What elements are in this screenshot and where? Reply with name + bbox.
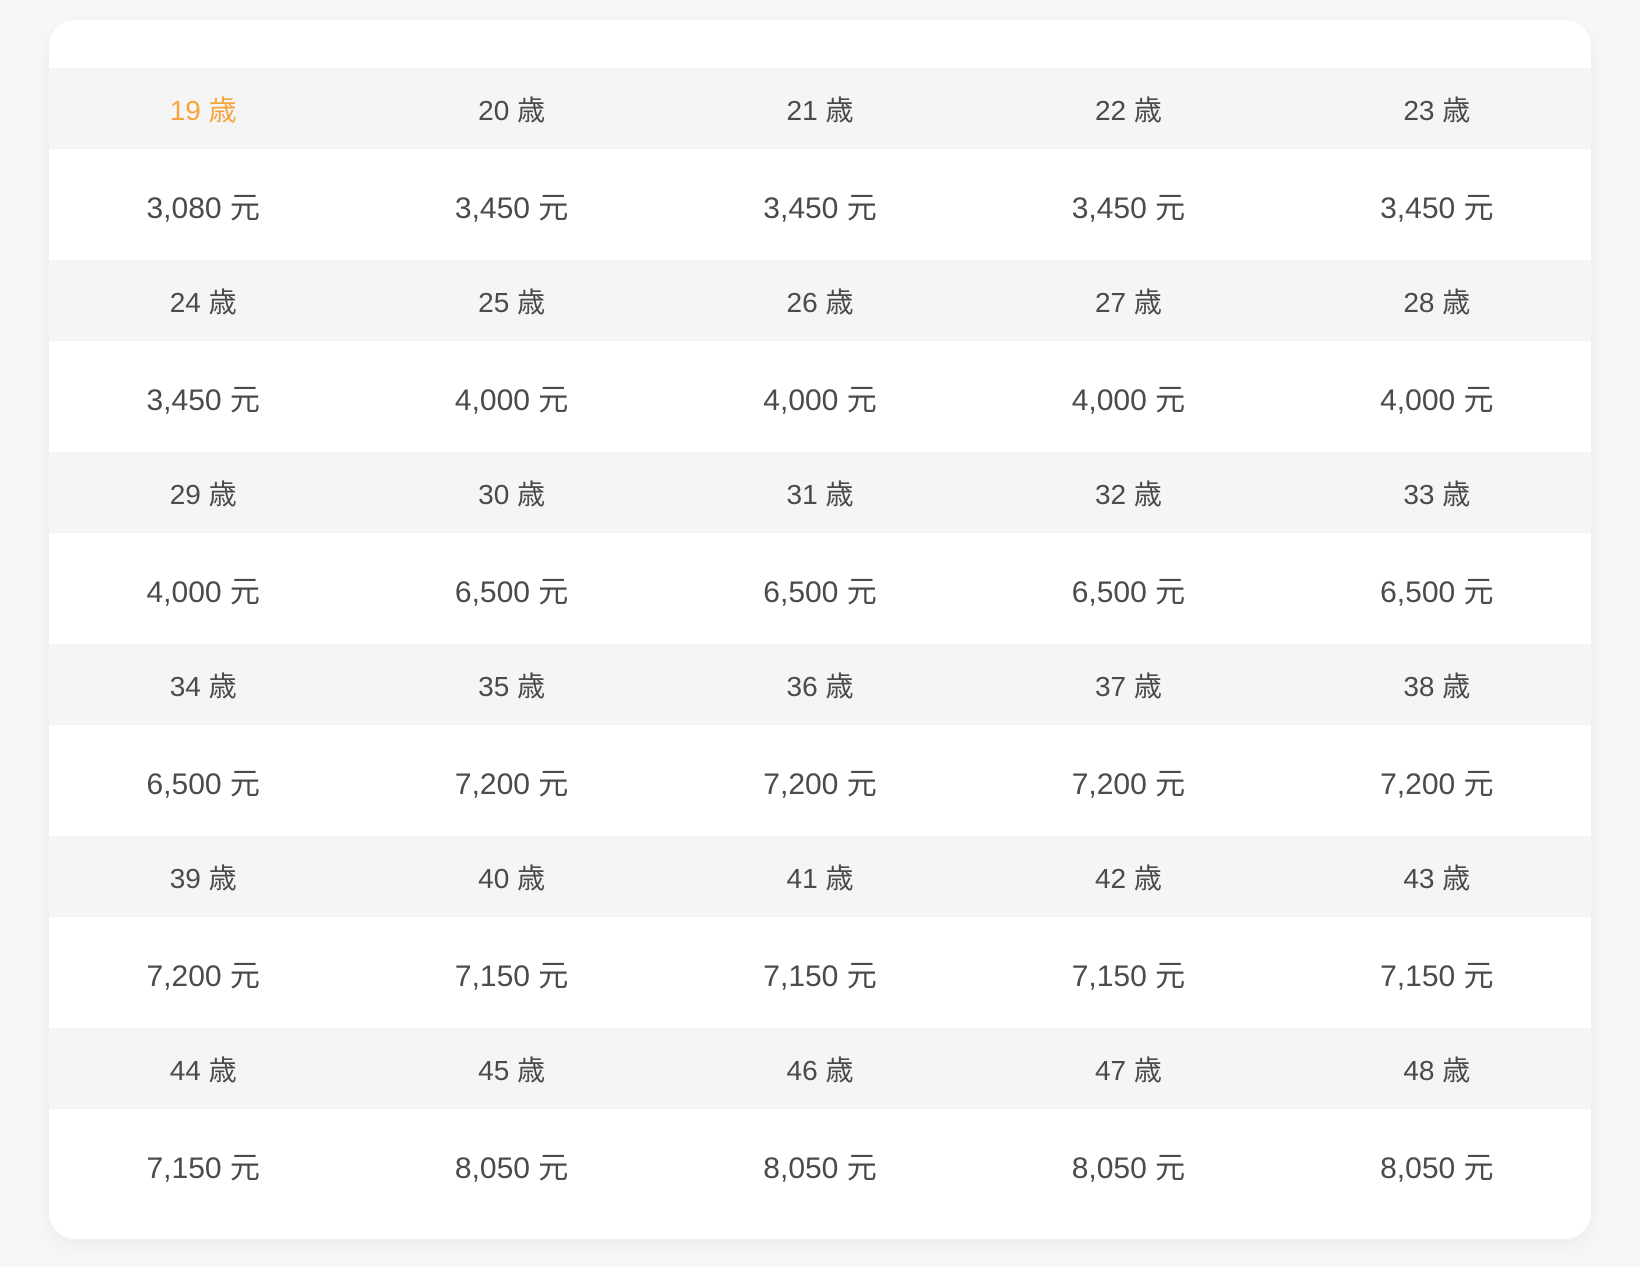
price-cell: 3,450 元	[763, 191, 877, 225]
price-cell: 7,200 元	[1380, 767, 1494, 801]
age-cell[interactable]: 34 歳	[169, 670, 237, 702]
age-price-table: 19 歳 20 歳 21 歳 22 歳 23 歳 3,080 元 3,450 元 3,450 …	[49, 68, 1591, 1220]
age-cell[interactable]: 47 歳	[1094, 1054, 1162, 1086]
price-cell: 7,150 元	[1071, 959, 1186, 993]
age-cell[interactable]: 32 歳	[1094, 478, 1162, 510]
age-cell[interactable]: 37 歳	[1094, 670, 1162, 702]
age-cell[interactable]: 31 歳	[786, 478, 854, 510]
price-cell: 7,200 元	[146, 959, 260, 993]
price-cell: 3,450 元	[1071, 191, 1186, 225]
age-cell[interactable]: 39 歳	[169, 862, 237, 894]
price-cell: 7,200 元	[763, 767, 877, 801]
price-row: 7,200 元 7,150 元 7,150 元 7,150 元 7,150 元	[49, 917, 1591, 1028]
price-row: 3,080 元 3,450 元 3,450 元 3,450 元 3,450 元	[49, 149, 1591, 260]
age-row: 34 歳 35 歳 36 歳 37 歳 38 歳	[49, 644, 1591, 725]
age-cell[interactable]: 36 歳	[786, 670, 854, 702]
age-cell[interactable]: 25 歳	[478, 286, 546, 318]
age-row: 39 歳 40 歳 41 歳 42 歳 43 歳	[49, 836, 1591, 917]
age-row: 19 歳 20 歳 21 歳 22 歳 23 歳	[49, 68, 1591, 149]
price-cell: 3,080 元	[146, 191, 260, 225]
price-cell: 3,450 元	[146, 383, 260, 417]
age-cell[interactable]: 23 歳	[1403, 94, 1471, 126]
age-cell[interactable]: 26 歳	[786, 286, 854, 318]
age-cell[interactable]: 20 歳	[478, 94, 546, 126]
price-cell: 6,500 元	[1071, 575, 1186, 609]
age-price-table-card: 19 歳 20 歳 21 歳 22 歳 23 歳 3,080 元 3,450 元 3,450 …	[49, 20, 1591, 1239]
age-row: 24 歳 25 歳 26 歳 27 歳 28 歳	[49, 260, 1591, 341]
price-cell: 7,150 元	[454, 959, 569, 993]
price-row: 7,150 元 8,050 元 8,050 元 8,050 元 8,050 元	[49, 1109, 1591, 1220]
age-cell[interactable]: 22 歳	[1094, 94, 1162, 126]
price-cell: 6,500 元	[763, 575, 877, 609]
age-cell[interactable]: 28 歳	[1403, 286, 1471, 318]
age-cell[interactable]: 42 歳	[1094, 862, 1162, 894]
age-cell[interactable]: 46 歳	[786, 1054, 854, 1086]
age-row: 44 歳 45 歳 46 歳 47 歳 48 歳	[49, 1028, 1591, 1109]
price-cell: 7,200 元	[454, 767, 569, 801]
price-cell: 4,000 元	[146, 575, 260, 609]
age-cell[interactable]: 27 歳	[1094, 286, 1162, 318]
age-cell[interactable]: 44 歳	[169, 1054, 237, 1086]
price-row: 4,000 元 6,500 元 6,500 元 6,500 元 6,500 元	[49, 533, 1591, 644]
price-cell: 7,150 元	[1380, 959, 1494, 993]
price-cell: 4,000 元	[1380, 383, 1494, 417]
price-cell: 7,200 元	[1071, 767, 1186, 801]
age-cell[interactable]: 33 歳	[1403, 478, 1471, 510]
age-cell[interactable]: 45 歳	[478, 1054, 546, 1086]
age-row: 29 歳 30 歳 31 歳 32 歳 33 歳	[49, 452, 1591, 533]
age-cell[interactable]: 40 歳	[478, 862, 546, 894]
price-cell: 6,500 元	[454, 575, 569, 609]
price-row: 3,450 元 4,000 元 4,000 元 4,000 元 4,000 元	[49, 341, 1591, 452]
age-cell[interactable]: 38 歳	[1403, 670, 1471, 702]
price-cell: 6,500 元	[1380, 575, 1494, 609]
age-cell[interactable]: 24 歳	[169, 286, 237, 318]
age-cell[interactable]: 29 歳	[169, 478, 237, 510]
price-cell: 8,050 元	[1071, 1151, 1186, 1185]
age-cell-selected[interactable]: 19 歳	[169, 94, 237, 126]
price-cell: 7,150 元	[763, 959, 877, 993]
price-cell: 8,050 元	[763, 1151, 877, 1185]
price-cell: 4,000 元	[1071, 383, 1186, 417]
price-cell: 7,150 元	[146, 1151, 260, 1185]
age-cell[interactable]: 30 歳	[478, 478, 546, 510]
price-cell: 3,450 元	[454, 191, 569, 225]
price-cell: 4,000 元	[454, 383, 569, 417]
price-cell: 4,000 元	[763, 383, 877, 417]
price-cell: 8,050 元	[1380, 1151, 1494, 1185]
price-row: 6,500 元 7,200 元 7,200 元 7,200 元 7,200 元	[49, 725, 1591, 836]
price-cell: 6,500 元	[146, 767, 260, 801]
price-cell: 3,450 元	[1380, 191, 1494, 225]
age-cell[interactable]: 21 歳	[786, 94, 854, 126]
age-cell[interactable]: 41 歳	[786, 862, 854, 894]
age-cell[interactable]: 35 歳	[478, 670, 546, 702]
price-cell: 8,050 元	[454, 1151, 569, 1185]
age-cell[interactable]: 48 歳	[1403, 1054, 1471, 1086]
age-cell[interactable]: 43 歳	[1403, 862, 1471, 894]
